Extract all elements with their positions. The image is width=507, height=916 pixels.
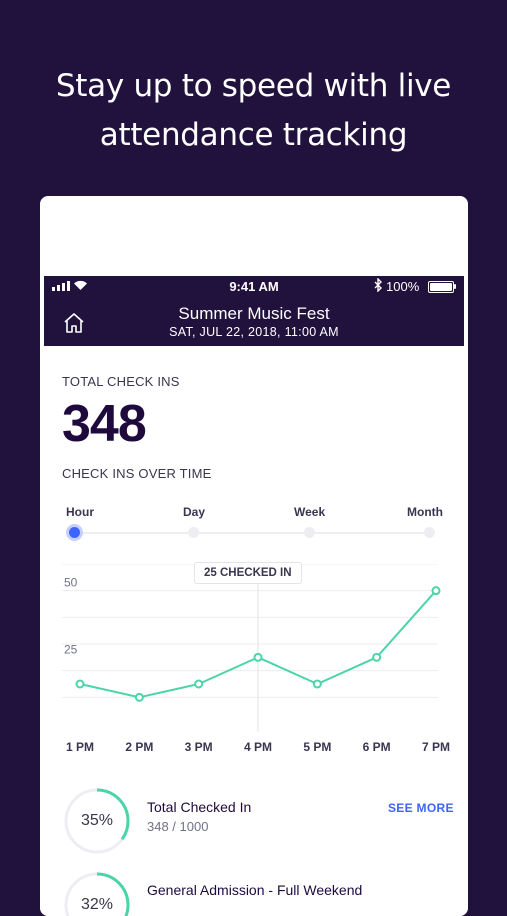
range-option-week[interactable]: Week [294, 505, 326, 519]
battery-percentage: 100% [386, 279, 420, 294]
data-point [372, 652, 382, 662]
cellular-signal-icon [52, 280, 70, 291]
home-icon[interactable] [62, 311, 86, 335]
app-screen: 9:41 AM 100% Summer Music Fest SAT, JUL … [44, 276, 464, 916]
data-point [134, 692, 144, 702]
ticket-type-title: Total Checked In [147, 799, 252, 815]
x-tick-label: 2 PM [125, 740, 153, 754]
x-tick-label: 3 PM [185, 740, 213, 754]
x-tick-label: 4 PM [244, 740, 272, 754]
progress-ring-fill [64, 788, 130, 854]
event-title: Summer Music Fest [178, 304, 330, 323]
progress-ring [64, 788, 130, 854]
range-track [74, 532, 426, 534]
progress-percent: 35% [80, 812, 114, 829]
range-dot-day[interactable] [188, 527, 199, 538]
wifi-icon [74, 280, 87, 290]
ticket-stat-row: 32% General Admission - Full Weekend [44, 870, 464, 916]
check-ins-over-time-label: CHECK INS OVER TIME [62, 466, 212, 481]
x-tick-label: 6 PM [363, 740, 391, 754]
data-point [312, 679, 322, 689]
range-option-day[interactable]: Day [183, 505, 206, 519]
headline-line-1: Stay up to speed with live [55, 68, 452, 104]
bluetooth-icon [374, 278, 382, 292]
event-date: SAT, JUL 22, 2018, 11:00 AM [169, 325, 339, 339]
range-option-hour[interactable]: Hour [66, 505, 94, 519]
range-dot-month[interactable] [424, 527, 435, 538]
ticket-stat-row: 35% Total Checked In 348 / 1000 SEE MORE [44, 786, 464, 856]
y-tick-label: 50 [64, 576, 78, 590]
headline-line-2: attendance tracking [99, 117, 408, 153]
status-bar: 9:41 AM 100% [44, 276, 464, 296]
x-tick-label: 7 PM [422, 740, 450, 754]
check-ins-chart: 25 50 1 PM 2 PM 3 PM 4 PM 5 PM 6 PM 7 PM 25 CHEC… [44, 562, 464, 764]
see-more-link[interactable]: SEE MORE [388, 801, 454, 815]
headline: Stay up to speed with live attendance tr… [0, 62, 507, 160]
battery-icon [428, 281, 454, 293]
y-tick-label: 25 [64, 642, 78, 656]
range-dot-week[interactable] [304, 527, 315, 538]
range-dot-hour[interactable] [69, 527, 80, 538]
data-point [431, 586, 441, 596]
check-ins-line-chart: 25 50 1 PM 2 PM 3 PM 4 PM 5 PM 6 PM 7 PM [62, 563, 450, 754]
range-option-month[interactable]: Month [407, 505, 443, 519]
data-point [75, 679, 85, 689]
status-time: 9:41 AM [229, 279, 279, 294]
x-tick-label: 5 PM [303, 740, 331, 754]
ticket-type-title: General Admission - Full Weekend [147, 882, 363, 898]
total-check-ins-value: 348 [62, 395, 147, 453]
data-point [194, 679, 204, 689]
app-header: 9:41 AM 100% Summer Music Fest SAT, JUL … [44, 276, 464, 346]
phone-card: 9:41 AM 100% Summer Music Fest SAT, JUL … [40, 196, 468, 916]
x-tick-label: 1 PM [66, 740, 94, 754]
total-check-ins-label: TOTAL CHECK INS [62, 374, 180, 389]
progress-percent: 32% [80, 896, 114, 913]
battery-tip [454, 284, 456, 289]
ticket-type-count: 348 / 1000 [147, 819, 209, 834]
data-point [253, 652, 263, 662]
chart-tooltip: 25 CHECKED IN [194, 562, 302, 584]
